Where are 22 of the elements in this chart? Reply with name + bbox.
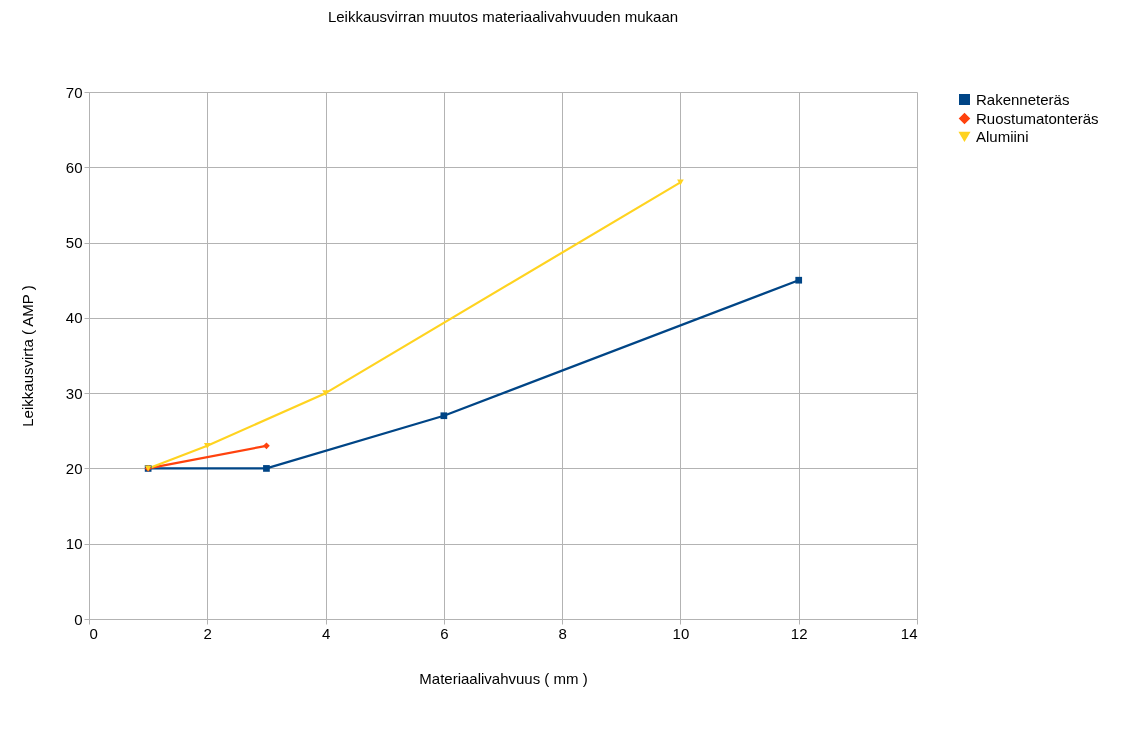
y-tick-label: 60 <box>65 158 83 176</box>
legend-label: Ruostumatonteräs <box>976 109 1099 127</box>
y-tick-label: 70 <box>65 83 83 101</box>
x-tick-label: 4 <box>321 624 331 642</box>
x-tick-label: 6 <box>440 624 449 642</box>
y-tick-label: 30 <box>65 384 83 402</box>
x-tick-label: 2 <box>203 624 212 642</box>
y-tick-label: 0 <box>74 610 83 628</box>
x-axis-title: Materiaalivahvuus ( mm ) <box>419 669 588 687</box>
y-tick-label: 40 <box>65 309 83 327</box>
y-tick-label: 10 <box>65 535 83 553</box>
y-tick-label: 50 <box>65 234 83 252</box>
x-tick-label: 8 <box>558 624 567 642</box>
y-tick-label: 20 <box>65 459 83 477</box>
chart-title: Leikkausvirran muutos materiaalivahvuuden mukaan <box>327 8 679 25</box>
x-tick-label: 10 <box>672 624 690 642</box>
x-tick-label: 0 <box>89 624 98 642</box>
legend-label: Alumiini <box>976 127 1029 145</box>
x-tick-label: 12 <box>790 624 808 642</box>
y-axis-title: Leikkausvirta ( AMP ) <box>18 285 36 427</box>
legend-label: Rakenneteräs <box>976 90 1070 108</box>
x-tick-label: 14 <box>900 624 918 642</box>
